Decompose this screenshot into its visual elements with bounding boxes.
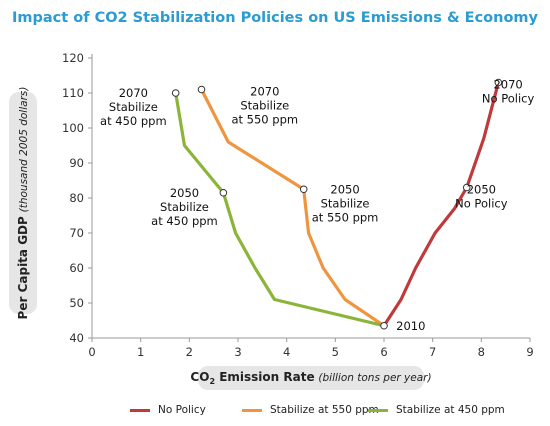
legend-swatch (130, 408, 150, 412)
legend-swatch (368, 408, 388, 412)
annotation-label: at 450 ppm (100, 114, 167, 128)
y-tick-label: 110 (62, 86, 84, 100)
x-tick-label: 7 (429, 345, 436, 359)
annotation-label: at 550 ppm (231, 112, 298, 126)
series-line-1 (382, 80, 500, 328)
x-axis-label-box (198, 366, 424, 390)
x-axis-label-main: Emission Rate (215, 369, 315, 384)
x-axis-label: CO2 Emission Rate (billion tons per year… (190, 370, 431, 386)
x-tick-label: 9 (526, 345, 533, 359)
series-line-3 (174, 91, 386, 328)
annotation-label: 2010 (396, 319, 425, 333)
chart-title: Impact of CO2 Stabilization Policies on … (12, 10, 538, 26)
y-tick-label: 70 (69, 226, 84, 240)
legend: No Policy Stabilize at 550 ppm Stabilize a… (0, 404, 550, 420)
y-tick-label: 90 (69, 156, 84, 170)
annotation-label: at 550 ppm (312, 210, 379, 224)
x-tick-label: 8 (478, 345, 485, 359)
annotation-label: Stabilize (160, 200, 209, 214)
legend-label: Stabilize at 550 ppm (270, 404, 379, 416)
y-tick-label: 80 (69, 191, 84, 205)
data-point-marker (462, 183, 471, 192)
x-tick-label: 6 (380, 345, 387, 359)
series-line-2 (199, 87, 386, 328)
annotation-label: Stabilize (109, 100, 158, 114)
annotation-label: 2050 (170, 186, 199, 200)
x-tick-label: 3 (234, 345, 241, 359)
y-axis-label-box (9, 92, 37, 314)
data-point-marker (299, 185, 308, 194)
annotation-label: 2070 (493, 77, 522, 91)
legend-swatch (242, 408, 262, 412)
legend-item: Stabilize at 550 ppm (242, 404, 379, 416)
data-point-marker (380, 321, 388, 330)
annotation-label: at 450 ppm (151, 214, 218, 228)
x-tick-label: 0 (88, 345, 95, 359)
annotation-label: 2070 (250, 84, 279, 98)
x-tick-label: 5 (332, 345, 339, 359)
data-point-marker (171, 89, 180, 97)
x-tick-label: 2 (186, 345, 193, 359)
annotation-label: 2070 (119, 86, 148, 100)
annotation-label: Stabilize (321, 196, 370, 210)
y-tick-label: 40 (69, 331, 84, 345)
annotation-label: Stabilize (240, 98, 289, 112)
y-tick-label: 100 (62, 121, 84, 135)
data-point-marker (219, 188, 228, 197)
legend-item: No Policy (130, 404, 206, 416)
legend-label: Stabilize at 450 ppm (396, 404, 505, 416)
y-tick-label: 60 (69, 261, 84, 275)
y-tick-label: 120 (62, 51, 84, 65)
x-axis-label-unit: (billion tons per year) (318, 371, 432, 384)
annotation-label: No Policy (455, 196, 508, 210)
x-tick-label: 4 (283, 345, 290, 359)
data-point-marker (197, 85, 206, 94)
y-tick-label: 50 (69, 296, 84, 310)
x-axis-label-subscript: 2 (209, 377, 216, 387)
legend-item: Stabilize at 450 ppm (368, 404, 505, 416)
data-point-marker (494, 78, 503, 87)
x-tick-label: 1 (137, 345, 144, 359)
annotation-label: 2050 (467, 182, 496, 196)
x-axis-label-prefix: CO (190, 369, 210, 384)
legend-label: No Policy (158, 404, 206, 416)
annotation-label: No Policy (482, 91, 535, 105)
annotation-label: 2050 (330, 182, 359, 196)
